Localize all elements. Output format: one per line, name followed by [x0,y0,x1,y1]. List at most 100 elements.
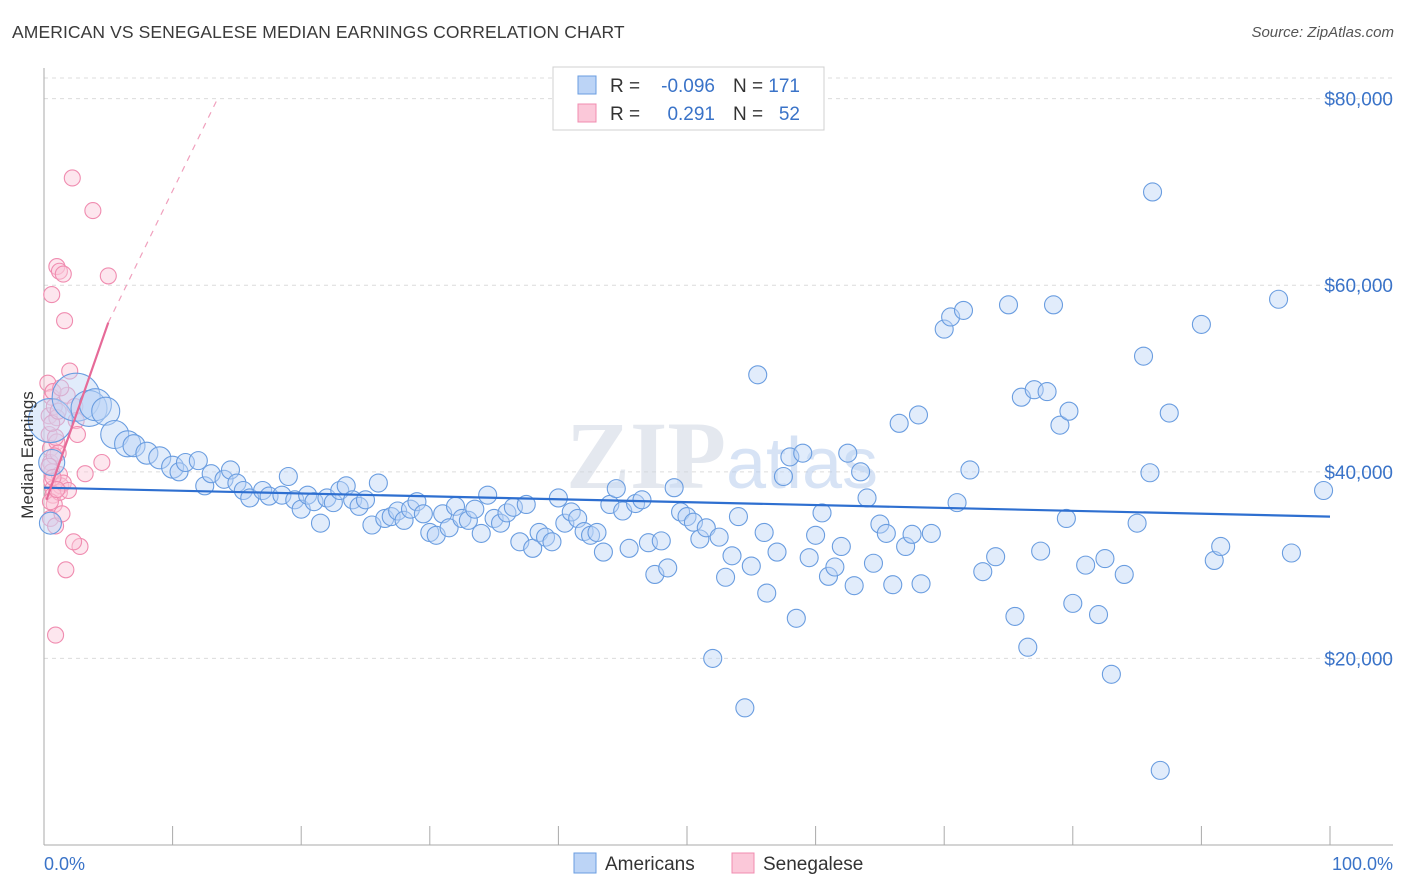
series-legend: Americans Senegalese [573,852,863,875]
americans-point [1018,637,1038,657]
americans-point [439,518,459,538]
americans-point [799,548,819,568]
americans-point [1191,314,1211,334]
americans-point [1043,295,1064,315]
americans-point [100,419,130,450]
americans-point [1076,555,1096,575]
americans-point [838,443,858,463]
americans-point [1211,536,1231,557]
senegalese-point [76,465,94,483]
americans-point [716,567,736,587]
americans-point [818,566,839,586]
americans-point [831,536,851,557]
senegalese-point [84,202,102,220]
americans-point [626,493,646,514]
legend-n-value-americans: 171 [768,76,800,97]
americans-point [857,488,877,508]
senegalese-point [56,312,74,330]
americans-point [38,511,62,535]
americans-point [465,499,485,519]
senegalese-points [39,169,117,644]
americans-point [1281,543,1301,563]
x-tick-label-min: 0.0% [44,854,85,874]
americans-point [1037,382,1057,402]
americans-point [201,464,221,484]
senegalese-point [63,169,81,187]
americans-point [400,499,421,519]
americans-point [1095,549,1115,569]
americans-point [1140,463,1160,483]
americans-point [870,514,890,534]
source-label: Source: ZipAtlas.com [1251,24,1394,41]
americans-point [658,558,678,578]
americans-point [953,300,974,320]
americans-point [458,510,478,530]
legend-n-value-senegalese: 52 [779,104,800,125]
americans-point [883,575,903,595]
americans-point [355,490,376,510]
senegalese-point [48,481,66,499]
americans-point [1063,593,1083,613]
senegalese-point [53,505,71,523]
americans-point [986,547,1006,567]
americans-point [921,523,941,543]
americans-point [741,556,761,576]
americans-point [148,446,172,470]
americans-point [632,490,652,510]
americans-points [27,182,1334,780]
senegalese-point [93,453,111,472]
americans-point [1056,508,1076,529]
americans-point [844,576,864,596]
americans-point [690,529,710,549]
senegalese-point [47,626,65,644]
americans-point [413,504,433,524]
senegalese-trend-line [45,322,110,501]
bottom-swatch-americans [573,852,597,874]
y-tick-labels: $20,000 $40,000 $60,000 $80,000 [1324,90,1393,671]
americans-point [619,538,639,558]
americans-point [754,522,774,543]
americans-point [973,562,993,582]
americans-point [1005,606,1025,626]
americans-point [934,319,954,339]
senegalese-point [65,533,83,551]
americans-point [593,542,613,562]
americans-trend-line [43,486,1331,518]
senegalese-point [39,374,57,392]
americans-point [91,396,121,426]
americans-point [278,466,298,487]
y-tick-label: $80,000 [1324,90,1393,111]
americans-point [471,523,491,543]
americans-point [908,405,929,425]
americans-point [1204,550,1224,571]
americans-point [1114,564,1134,585]
americans-point [780,447,800,467]
americans-point [1031,541,1051,561]
americans-point [722,546,742,566]
americans-point [452,508,472,529]
americans-point [889,413,909,433]
senegalese-point [47,428,65,446]
y-tick-label: $20,000 [1324,649,1393,670]
americans-point [911,574,931,594]
americans-point [1314,480,1334,501]
americans-point [169,462,189,482]
americans-point [1142,182,1163,202]
chart-title: AMERICAN VS SENEGALESE MEDIAN EARNINGS C… [12,22,625,42]
americans-point [1088,605,1109,625]
americans-point [1127,513,1147,533]
americans-point [1269,289,1289,309]
senegalese-point [54,265,72,283]
americans-point [478,485,498,505]
americans-point [272,485,292,505]
americans-point [368,473,388,493]
americans-point [703,648,723,668]
americans-point [122,434,146,458]
senegalese-point [57,561,75,579]
bottom-swatch-senegalese [731,852,755,874]
americans-point [812,503,832,523]
senegalese-point [43,286,61,304]
americans-point [1101,664,1121,684]
americans-point [786,608,806,628]
